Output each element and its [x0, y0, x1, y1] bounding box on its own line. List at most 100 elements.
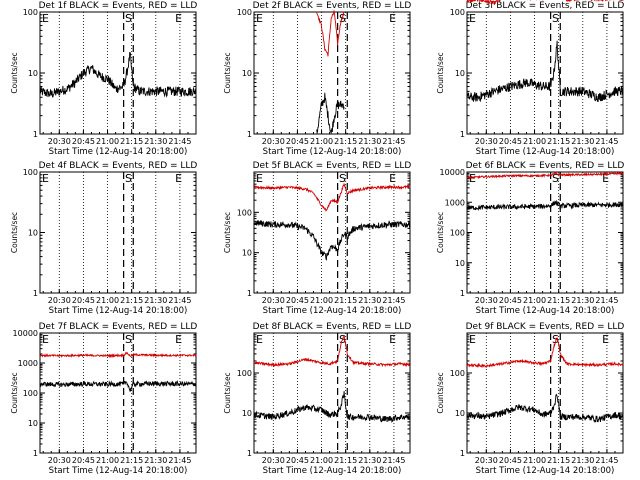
y-axis-label: Counts/sec [223, 212, 232, 253]
chart-title: Det 6f BLACK = Events, RED = LLD [466, 161, 625, 171]
y-axis-label: Counts/sec [436, 52, 445, 93]
plot-frame [253, 171, 411, 294]
plot-frame [253, 11, 411, 135]
x-axis-label: Start Time (12-Aug-14 20:18:00) [49, 147, 188, 157]
y-tick-label: 10 [455, 69, 465, 78]
x-tick-label: 20:45 [72, 137, 95, 146]
chart-title: Det 9f BLACK = Events, RED = LLD [466, 322, 625, 332]
marker-s: S [552, 333, 559, 346]
series-line-events [466, 40, 624, 103]
chart-title: Det 1f BLACK = Events, RED = LLD [39, 1, 198, 11]
marker-s: S [339, 172, 346, 185]
x-tick-label: 21:45 [382, 296, 405, 305]
x-tick-label: 21:30 [144, 137, 167, 146]
y-tick-label: 100 [23, 168, 38, 177]
x-tick-label: 21:45 [168, 296, 191, 305]
x-tick-label: 20:45 [499, 137, 522, 146]
marker-e-end: E [602, 12, 609, 25]
y-tick-label: 100 [237, 369, 252, 378]
y-tick-label: 1000 [18, 359, 38, 368]
x-tick-label: 21:15 [334, 456, 357, 465]
chart-panel: Det 9f BLACK = Events, RED = LLD 20:30 20:… [436, 322, 624, 476]
y-tick-label: 1 [33, 289, 38, 298]
marker-s: S [125, 172, 132, 185]
x-tick-label: 20:30 [475, 456, 498, 465]
series-line-lld [39, 351, 197, 359]
chart-panel: Det 4f BLACK = Events, RED = LLD 20:30 20:… [10, 161, 197, 316]
x-tick-label: 21:45 [382, 456, 405, 465]
marker-s: S [125, 12, 132, 25]
series-line-events [466, 199, 624, 211]
plot-frame [466, 171, 624, 294]
x-tick-label: 21:45 [168, 137, 191, 146]
y-tick-label: 1 [247, 289, 252, 298]
x-axis-label: Start Time (12-Aug-14 20:18:00) [263, 147, 402, 157]
marker-e-start: E [469, 333, 476, 346]
marker-e-start: E [469, 172, 476, 185]
x-axis-label: Start Time (12-Aug-14 20:18:00) [263, 306, 402, 316]
marker-e-end: E [602, 333, 609, 346]
x-tick-label: 20:45 [72, 456, 95, 465]
x-tick-label: 21:00 [96, 137, 119, 146]
chart-title: Det 7f BLACK = Events, RED = LLD [39, 322, 198, 332]
x-tick-label: 21:15 [120, 137, 143, 146]
x-tick-label: 21:00 [310, 137, 333, 146]
x-tick-label: 21:45 [595, 456, 618, 465]
x-tick-label: 21:00 [310, 456, 333, 465]
marker-e-end: E [389, 12, 396, 25]
marker-e-start: E [256, 333, 263, 346]
x-tick-label: 20:45 [499, 296, 522, 305]
y-tick-label: 10 [455, 259, 465, 268]
series-line-lld [316, 9, 345, 57]
series-line-events [39, 380, 197, 392]
marker-e-start: E [42, 333, 49, 346]
marker-e-end: E [175, 12, 182, 25]
marker-s: S [125, 333, 132, 346]
x-tick-label: 20:45 [286, 296, 309, 305]
y-tick-label: 10000 [440, 168, 465, 177]
x-tick-label: 20:45 [72, 296, 95, 305]
series-line-events [466, 393, 624, 423]
x-tick-label: 21:15 [547, 296, 570, 305]
y-axis-label: Counts/sec [436, 212, 445, 253]
x-tick-label: 21:15 [120, 296, 143, 305]
marker-e-start: E [469, 12, 476, 25]
series-line-lld [466, 337, 624, 369]
y-axis-label: Counts/sec [436, 372, 445, 413]
x-tick-label: 21:45 [595, 296, 618, 305]
y-axis-label: Counts/sec [10, 52, 19, 93]
y-tick-label: 1 [460, 449, 465, 458]
x-tick-label: 20:30 [475, 137, 498, 146]
y-axis-label: Counts/sec [223, 372, 232, 413]
marker-s: S [552, 12, 559, 25]
chart-title: Det 8f BLACK = Events, RED = LLD [253, 322, 412, 332]
x-tick-label: 21:30 [358, 456, 381, 465]
y-tick-label: 10 [28, 229, 38, 238]
chart-title: Det 5f BLACK = Events, RED = LLD [253, 161, 412, 171]
marker-e-end: E [602, 172, 609, 185]
marker-e-start: E [42, 172, 49, 185]
chart-panel: Det 1f BLACK = Events, RED = LLD 20:30 20:… [10, 1, 197, 157]
x-tick-label: 21:45 [382, 137, 405, 146]
y-tick-label: 1 [460, 130, 465, 139]
y-tick-label: 1 [247, 130, 252, 139]
x-tick-label: 21:00 [310, 296, 333, 305]
series-line-events [39, 52, 197, 98]
y-axis-label: Counts/sec [10, 212, 19, 253]
y-tick-label: 10 [242, 249, 252, 258]
x-tick-label: 21:15 [547, 137, 570, 146]
x-axis-label: Start Time (12-Aug-14 20:18:00) [263, 466, 402, 476]
marker-e-end: E [389, 172, 396, 185]
series-line-events [253, 220, 411, 261]
x-tick-label: 20:30 [48, 456, 71, 465]
x-tick-label: 21:15 [334, 137, 357, 146]
y-tick-label: 100 [237, 208, 252, 217]
marker-e-end: E [175, 333, 182, 346]
x-tick-label: 21:30 [571, 456, 594, 465]
marker-s: S [552, 172, 559, 185]
chart-panel: Det 6f BLACK = Events, RED = LLD 20:30 20:… [436, 161, 624, 316]
y-tick-label: 10000 [13, 329, 38, 338]
y-axis-label: Counts/sec [223, 52, 232, 93]
chart-panel: Det 3f BLACK = Events, RED = LLD 20:30 20:… [436, 0, 624, 157]
x-tick-label: 20:30 [262, 296, 285, 305]
